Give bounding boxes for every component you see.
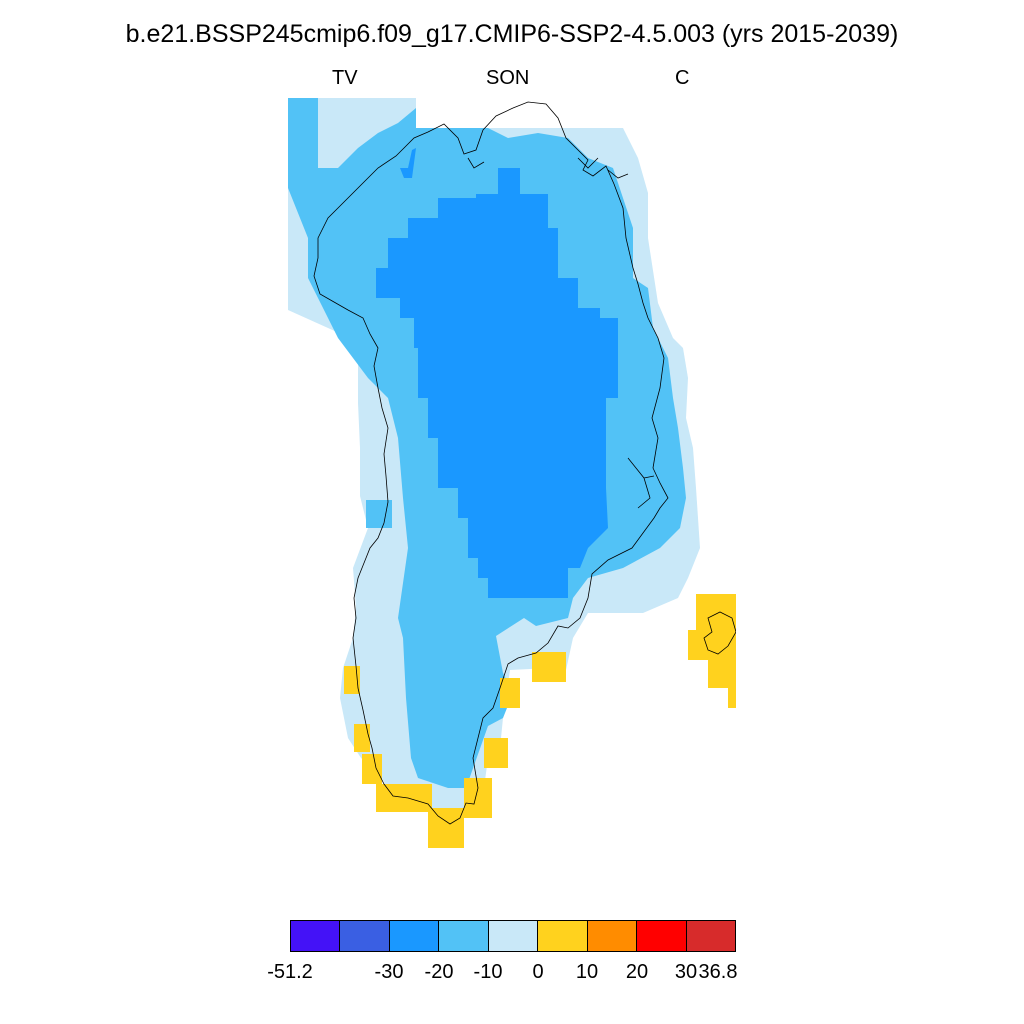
band-minus20-to-minus30 (376, 168, 618, 598)
season-label: SON (486, 67, 530, 89)
colorbar-tick-label: 0 (532, 961, 544, 983)
colorbar-tick-label: 10 (575, 961, 599, 983)
coastline (703, 611, 736, 655)
coastline (467, 157, 655, 509)
colorbar-swatch-9 (686, 921, 735, 951)
colorbar-tick-label: -51.2 (267, 961, 313, 983)
coastline (313, 101, 669, 825)
colorbar-tick-label: 36.8 (698, 961, 738, 983)
colorbar-swatch-2 (340, 921, 390, 951)
colorbar-ticks: -51.2 -30 -20 -10 0 10 20 30 36.8 (267, 960, 738, 986)
colorbar-swatch-5 (488, 921, 539, 951)
units-label: C (675, 67, 690, 89)
colorbar-swatch-7 (587, 921, 638, 951)
band-0-to-10 (344, 594, 736, 848)
colorbar-tick-label: 20 (625, 961, 649, 983)
greenland-map (288, 98, 736, 852)
colorbar-tick-label: -30 (374, 961, 404, 983)
colorbar-swatch-1 (291, 921, 341, 951)
map-canvas (288, 98, 736, 848)
colorbar-swatch-4 (439, 921, 489, 951)
colorbar (290, 920, 736, 952)
colorbar-tick-label: 30 (674, 961, 698, 983)
band-minus10-to-minus20 (366, 500, 392, 528)
colorbar-tick-label: -20 (424, 961, 454, 983)
band-minus20-to-minus30 (400, 148, 416, 178)
colorbar-swatch-3 (389, 921, 440, 951)
colorbar-tick-label: -10 (473, 961, 503, 983)
colorbar-swatch-8 (637, 921, 687, 951)
plot-title: b.e21.BSSP245cmip6.f09_g17.CMIP6-SSP2-4.… (125, 20, 899, 48)
colorbar-swatch-6 (538, 921, 588, 951)
variable-label: TV (332, 67, 358, 89)
